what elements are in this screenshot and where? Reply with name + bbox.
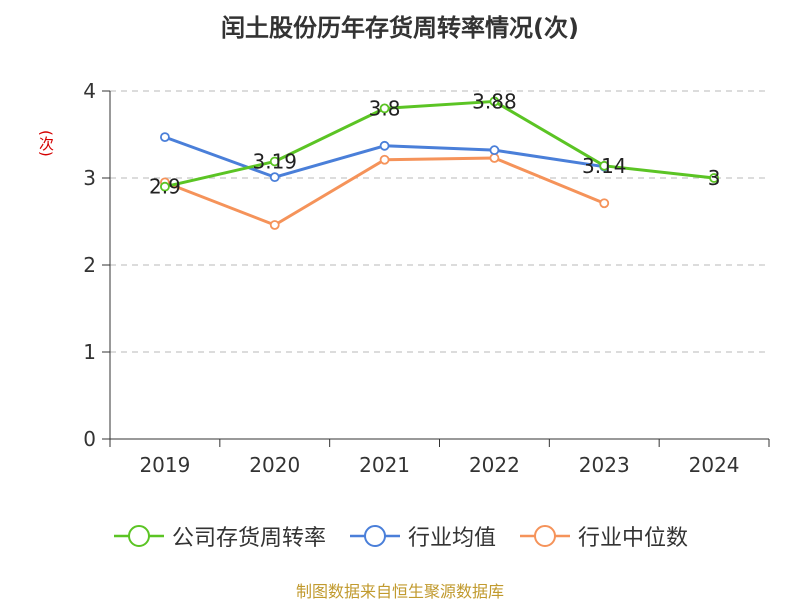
x-tick-label: 2023 xyxy=(579,453,630,477)
data-label: 3.14 xyxy=(582,154,627,178)
x-tick-label: 2021 xyxy=(359,453,410,477)
legend-swatch-marker xyxy=(127,525,150,547)
data-point xyxy=(709,173,719,183)
y-tick-label: 4 xyxy=(83,79,96,103)
data-point xyxy=(489,96,500,107)
legend-swatch-marker xyxy=(363,525,386,547)
data-source-note: 制图数据来自恒生聚源数据库 xyxy=(295,582,504,601)
legend-item[interactable]: 行业中位数 xyxy=(518,520,688,552)
x-tick-label: 2022 xyxy=(469,453,520,477)
data-point xyxy=(379,140,390,151)
y-axis-unit-label: (次) xyxy=(37,130,55,157)
data-point xyxy=(160,181,170,192)
legend-swatch xyxy=(520,525,570,547)
legend-swatch xyxy=(349,525,400,547)
legend-label: 公司存货周转率 xyxy=(171,526,326,551)
chart-legend: 公司存货周转率 行业均值 行业中位数 xyxy=(0,520,800,552)
line-chart: 0 1 2 3 4 2019 2020 2021 2022 2023 2024 2.9 3.19 3.8 3… xyxy=(83,79,770,477)
legend-item[interactable]: 行业均值 xyxy=(348,520,496,552)
legend-label: 行业均值 xyxy=(407,526,496,551)
y-tick-label: 3 xyxy=(83,166,96,190)
legend-item[interactable]: 公司存货周转率 xyxy=(112,520,326,552)
data-point xyxy=(379,103,390,114)
data-point xyxy=(489,145,500,156)
data-label: 3 xyxy=(708,166,721,190)
data-label: 2.9 xyxy=(149,175,181,199)
data-point xyxy=(269,172,280,183)
data-point xyxy=(379,154,390,165)
data-label: 3.19 xyxy=(252,149,297,173)
y-tick-label: 1 xyxy=(83,340,96,364)
data-label: 3.88 xyxy=(472,89,517,113)
data-point xyxy=(160,132,170,143)
series-line xyxy=(164,99,715,189)
data-point xyxy=(599,198,610,209)
x-tick-label: 2024 xyxy=(689,453,740,477)
data-label: 3.8 xyxy=(369,96,401,120)
x-tick-label: 2020 xyxy=(249,453,300,477)
legend-swatch-marker xyxy=(534,525,556,547)
data-point xyxy=(269,220,280,230)
series-line xyxy=(164,156,605,227)
y-tick-label: 2 xyxy=(83,253,96,277)
data-point xyxy=(489,153,500,163)
legend-label: 行业中位数 xyxy=(578,526,689,551)
data-point xyxy=(599,160,610,171)
legend-swatch xyxy=(113,525,164,547)
data-point xyxy=(269,156,280,167)
chart-title: 闰土股份历年存货周转率情况(次) xyxy=(221,14,579,42)
x-tick-label: 2019 xyxy=(139,453,190,477)
y-tick-label: 0 xyxy=(83,427,96,451)
